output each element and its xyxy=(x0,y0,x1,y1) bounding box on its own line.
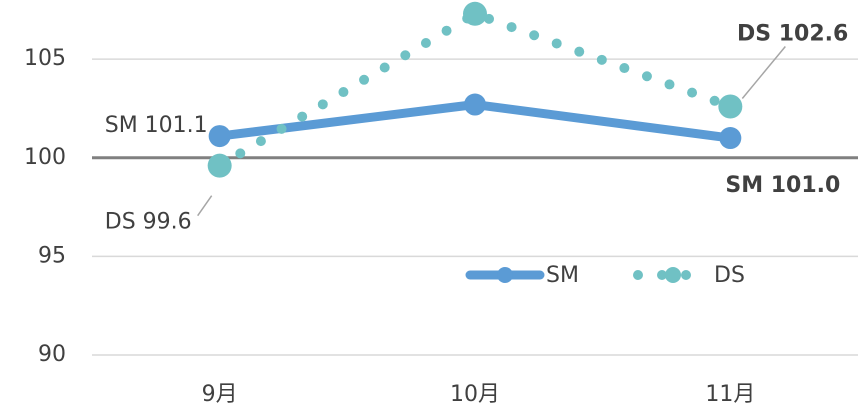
y-tick-label: 90 xyxy=(38,342,66,367)
y-tick-label: 105 xyxy=(24,46,66,71)
series-line xyxy=(214,8,736,171)
data-point xyxy=(207,153,232,178)
leader-line xyxy=(197,195,213,217)
data-point xyxy=(463,1,487,26)
leader-line xyxy=(741,46,786,99)
data-label: DS 102.6 xyxy=(737,22,848,47)
data-point xyxy=(718,94,743,119)
x-tick-label: 10月 xyxy=(450,382,500,407)
legend-marker xyxy=(497,267,513,283)
x-tick-label: 9月 xyxy=(202,382,238,407)
x-tick-label: 11月 xyxy=(705,382,755,407)
data-point xyxy=(208,125,231,148)
y-tick-label: 95 xyxy=(38,243,66,268)
data-point xyxy=(719,127,742,150)
data-point xyxy=(464,93,486,116)
legend-marker xyxy=(665,267,681,283)
legend-label: SM xyxy=(546,263,579,288)
data-label: SM 101.1 xyxy=(105,113,208,138)
y-tick-label: 100 xyxy=(24,145,66,170)
legend-label: DS xyxy=(714,263,745,288)
data-label: SM 101.0 xyxy=(725,173,840,198)
data-label: DS 99.6 xyxy=(105,210,192,235)
